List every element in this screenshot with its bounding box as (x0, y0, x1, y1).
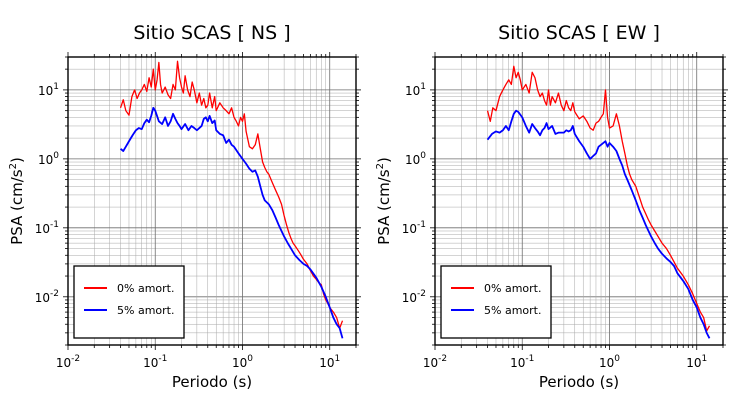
y-tick-label: 100 (405, 151, 426, 167)
x-axis-label-ew: Periodo (s) (539, 373, 619, 391)
x-tick-label: 10-1 (510, 354, 534, 370)
legend-box (440, 265, 552, 339)
y-tick-label: 10-2 (35, 289, 59, 305)
series-line-amort-0 (119, 60, 344, 329)
y-axis-label-ns: PSA (cm/s2) (8, 157, 26, 245)
x-axis-label-ns: Periodo (s) (172, 373, 252, 391)
plot-ew: 10-2 10-1 100 101 10-2 10-1 100 101 0% amort. 5% … (402, 52, 728, 370)
plot-frame (434, 56, 724, 346)
y-tick-label: 10-1 (402, 220, 426, 236)
y-tick-label: 101 (38, 82, 59, 98)
y-tick-label: 10-2 (402, 289, 426, 305)
y-axis-label-ew: PSA (cm/s2) (375, 157, 393, 245)
x-tick-label: 101 (686, 354, 707, 370)
series-line-amort-5 (119, 106, 344, 339)
y-tick-label: 10-1 (35, 220, 59, 236)
series-line-amort-0 (486, 65, 711, 332)
y-tick-label: 100 (38, 151, 59, 167)
chart-panel-ew: Sitio SCAS [ EW ] 10-2 10-1 100 101 10-2 10-1… (375, 22, 728, 391)
legend-box (73, 265, 185, 339)
chart-panel-ns: Sitio SCAS [ NS ] 10-2 10-1 100 101 10-2 10-1… (8, 22, 361, 391)
x-tick-label: 100 (599, 354, 620, 370)
legend-label: 0% amort. (117, 282, 174, 295)
x-tick-label: 10-1 (143, 354, 167, 370)
series-line-amort-5 (486, 109, 711, 339)
legend-label: 5% amort. (484, 304, 541, 317)
legend: 0% amort. 5% amort. (73, 265, 185, 339)
legend: 0% amort. 5% amort. (440, 265, 552, 339)
x-tick-label: 10-2 (423, 354, 447, 370)
plot-ns: 10-2 10-1 100 101 10-2 10-1 100 101 0% amort. 5% … (35, 52, 361, 370)
y-tick-label: 101 (405, 82, 426, 98)
legend-label: 0% amort. (484, 282, 541, 295)
x-tick-label: 101 (319, 354, 340, 370)
x-tick-label: 10-2 (56, 354, 80, 370)
x-tick-label: 100 (232, 354, 253, 370)
legend-label: 5% amort. (117, 304, 174, 317)
chart-title-ew: Sitio SCAS [ EW ] (498, 22, 660, 44)
chart-title-ns: Sitio SCAS [ NS ] (133, 22, 290, 44)
plot-frame (67, 56, 357, 346)
